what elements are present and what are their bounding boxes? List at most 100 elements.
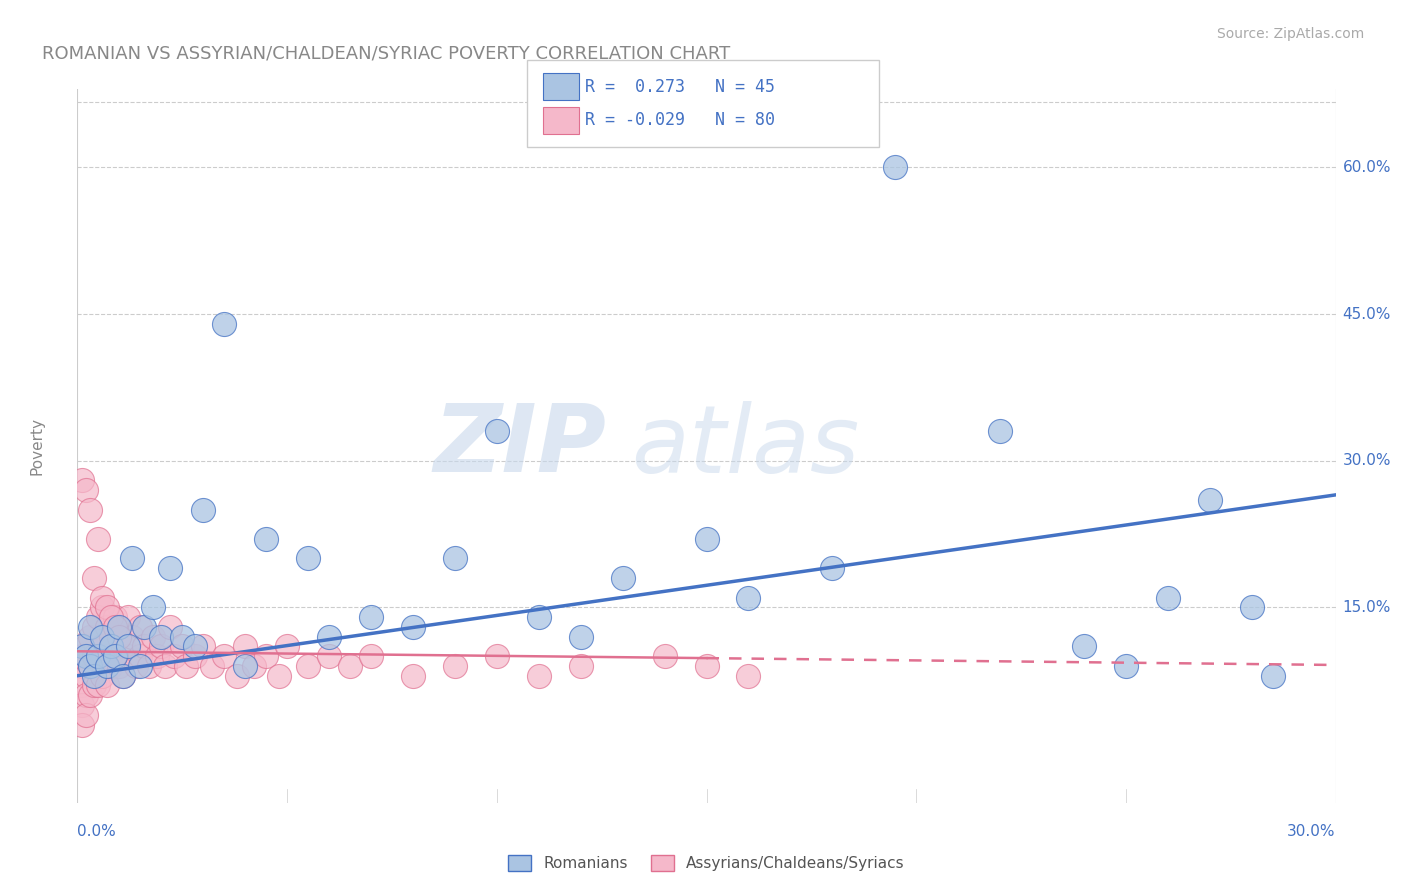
Point (117, 640, 139, 654)
Point (233, 640, 256, 654)
Point (91, 630, 114, 644)
Text: R =  0.273   N = 45: R = 0.273 N = 45 (585, 78, 775, 95)
Point (75, 483, 97, 497)
Point (360, 649, 382, 664)
Point (70, 640, 93, 654)
Point (155, 659, 177, 673)
Point (146, 649, 169, 664)
Point (200, 659, 222, 673)
Point (129, 620, 152, 634)
Point (87, 610, 110, 624)
Point (134, 620, 156, 634)
Point (318, 630, 340, 644)
Point (112, 669, 135, 683)
Point (242, 659, 264, 673)
Point (91, 591, 114, 605)
Point (1073, 640, 1095, 654)
Point (318, 649, 340, 664)
Point (91, 640, 114, 654)
Point (104, 649, 127, 664)
Point (159, 620, 181, 634)
Point (104, 610, 127, 624)
Point (654, 649, 676, 664)
Point (176, 659, 198, 673)
Point (172, 640, 194, 654)
Point (75, 640, 97, 654)
Point (172, 630, 194, 644)
Point (184, 649, 207, 664)
Point (91, 669, 114, 683)
Point (1157, 591, 1180, 605)
Point (117, 649, 139, 664)
Point (96, 659, 118, 673)
Point (191, 502, 215, 516)
Point (75, 669, 97, 683)
Point (70, 698, 93, 712)
Point (75, 707, 97, 722)
Text: 0.0%: 0.0% (77, 824, 117, 839)
Point (612, 571, 634, 585)
Point (569, 659, 592, 673)
Point (212, 649, 235, 664)
Point (485, 649, 508, 664)
Point (83, 669, 105, 683)
Point (696, 659, 718, 673)
Point (83, 678, 105, 692)
Point (1199, 492, 1222, 507)
Point (70, 649, 93, 664)
Point (70, 473, 93, 487)
Text: ROMANIAN VS ASSYRIAN/CHALDEAN/SYRIAC POVERTY CORRELATION CHART: ROMANIAN VS ASSYRIAN/CHALDEAN/SYRIAC POV… (42, 45, 731, 62)
Point (129, 659, 152, 673)
Point (96, 678, 118, 692)
Point (108, 630, 131, 644)
Point (527, 669, 550, 683)
Point (117, 610, 139, 624)
Point (988, 425, 1011, 439)
Point (87, 678, 110, 692)
Point (142, 600, 165, 615)
Text: Source: ZipAtlas.com: Source: ZipAtlas.com (1216, 27, 1364, 41)
Point (485, 425, 508, 439)
Point (79, 630, 101, 644)
Point (150, 630, 173, 644)
Point (96, 620, 118, 634)
Text: R = -0.029   N = 80: R = -0.029 N = 80 (585, 112, 775, 129)
Point (83, 571, 105, 585)
Point (112, 669, 135, 683)
Point (402, 669, 425, 683)
Text: 60.0%: 60.0% (1343, 160, 1391, 175)
Point (821, 561, 844, 575)
Point (184, 640, 207, 654)
Point (83, 649, 105, 664)
Point (79, 620, 101, 634)
Point (233, 659, 256, 673)
Text: 30.0%: 30.0% (1343, 453, 1391, 468)
Point (297, 551, 319, 566)
Point (108, 620, 131, 634)
Point (79, 502, 101, 516)
Text: 30.0%: 30.0% (1288, 824, 1336, 839)
Point (159, 561, 181, 575)
Point (191, 640, 215, 654)
Point (108, 620, 131, 634)
Point (79, 659, 101, 673)
Point (212, 317, 235, 331)
Point (75, 649, 97, 664)
Point (87, 532, 110, 546)
Point (96, 600, 118, 615)
Text: atlas: atlas (631, 401, 859, 491)
Point (134, 640, 156, 654)
Point (1261, 669, 1284, 683)
Point (83, 620, 105, 634)
Point (276, 640, 298, 654)
Point (121, 551, 143, 566)
Point (1240, 600, 1263, 615)
Point (297, 659, 319, 673)
Point (163, 649, 186, 664)
Point (444, 659, 467, 673)
Point (125, 659, 148, 673)
Point (1115, 659, 1137, 673)
Point (79, 659, 101, 673)
Point (91, 600, 114, 615)
Point (569, 630, 592, 644)
